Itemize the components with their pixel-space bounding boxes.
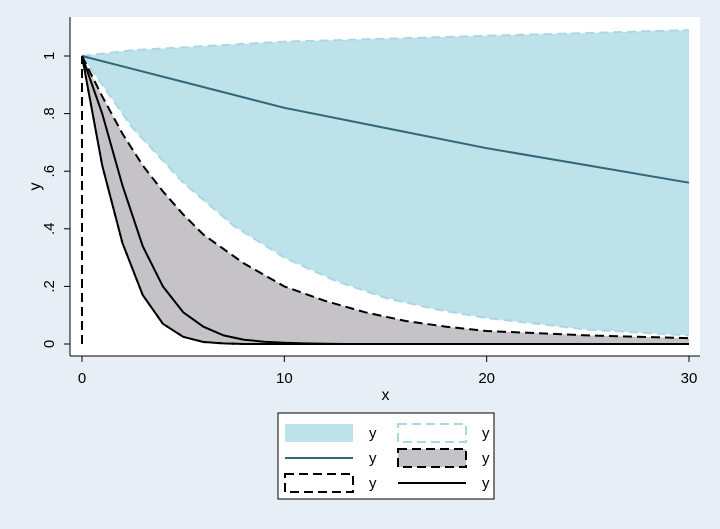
y-tick-label: .6	[41, 165, 58, 178]
legend-item: y	[285, 450, 377, 467]
legend-label: y	[482, 450, 490, 467]
legend-label: y	[482, 475, 490, 492]
y-tick-label: .4	[41, 223, 58, 236]
legend-label: y	[369, 475, 377, 492]
y-tick-label: .8	[41, 107, 58, 120]
legend-swatch-black-dashed	[284, 473, 354, 493]
x-tick-label: 0	[78, 370, 86, 387]
series-gray-dashed-lower	[81, 55, 689, 345]
legend: y yy yy y	[277, 412, 495, 500]
series-gray-dashed-upper	[81, 55, 690, 340]
legend-item: y	[285, 424, 377, 442]
y-axis-label: y	[27, 183, 44, 191]
legend-item: y	[397, 448, 490, 468]
y-tick-label: .2	[41, 280, 58, 293]
x-axis-label: x	[382, 387, 390, 404]
series-gray-band	[82, 56, 689, 344]
y-tick-label: 1	[41, 52, 58, 60]
series-blue-band	[82, 30, 689, 336]
x-tick-label: 10	[276, 370, 293, 387]
legend-item: y	[397, 423, 490, 443]
legend-swatch-blue-dashed	[397, 423, 467, 443]
legend-swatch-blue-fill	[285, 424, 353, 442]
legend-item: y	[398, 475, 490, 492]
series-blue-dashed-upper	[81, 29, 690, 57]
series-blue-dashed-lower	[81, 55, 690, 337]
x-tick-label: 20	[478, 370, 495, 387]
series-black-line	[81, 55, 689, 345]
legend-label: y	[369, 425, 377, 442]
series-teal-line	[81, 55, 690, 184]
y-tick-label: 0	[41, 340, 58, 348]
series-layer	[81, 29, 690, 345]
x-tick-label: 30	[681, 370, 698, 387]
legend-label: y	[369, 450, 377, 467]
legend-label: y	[482, 425, 490, 442]
legend-item: y	[284, 473, 377, 493]
legend-swatch-gray-dashed	[397, 448, 467, 468]
